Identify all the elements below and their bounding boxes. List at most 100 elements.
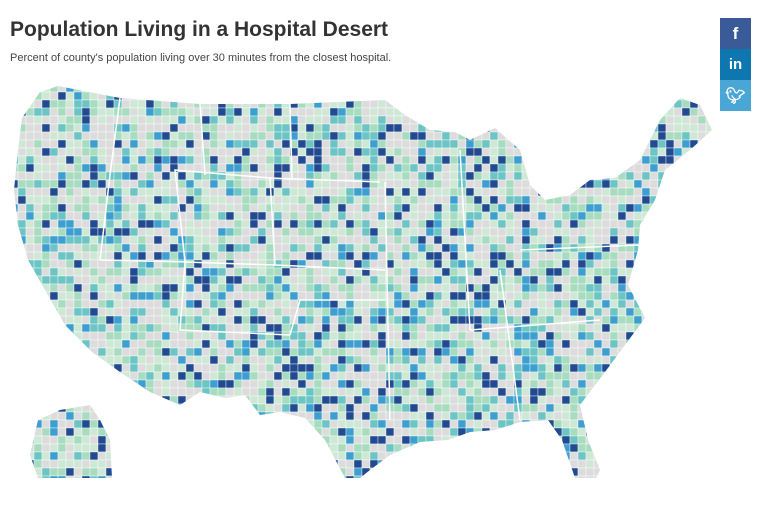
- county-cell: [513, 427, 523, 437]
- county-cell: [97, 171, 107, 181]
- county-cell: [665, 323, 675, 333]
- county-cell: [129, 179, 139, 189]
- county-cell: [241, 179, 251, 189]
- county-cell: [657, 147, 667, 157]
- county-cell: [137, 107, 147, 117]
- county-cell: [177, 443, 187, 453]
- county-cell: [105, 211, 115, 221]
- county-cell: [81, 315, 91, 325]
- county-cell: [361, 355, 371, 365]
- county-cell: [161, 475, 171, 478]
- county-cell: [649, 275, 659, 285]
- county-cell: [417, 267, 427, 277]
- county-cell: [377, 387, 387, 397]
- county-cell: [609, 467, 619, 477]
- county-cell: [225, 283, 235, 293]
- county-cell: [273, 467, 283, 477]
- county-cell: [225, 251, 235, 261]
- county-cell: [433, 259, 443, 269]
- county-cell: [649, 323, 659, 333]
- county-cell: [41, 235, 51, 245]
- county-cell: [657, 251, 667, 261]
- county-cell: [209, 99, 219, 109]
- county-cell: [457, 115, 467, 125]
- county-cell: [305, 403, 315, 413]
- county-cell: [193, 91, 203, 101]
- county-cell: [113, 86, 123, 93]
- county-cell: [257, 291, 267, 301]
- county-cell: [393, 187, 403, 197]
- county-cell: [641, 323, 651, 333]
- county-cell: [41, 299, 51, 309]
- county-cell: [25, 355, 35, 365]
- county-cell: [465, 179, 475, 189]
- county-cell: [665, 147, 675, 157]
- county-cell: [561, 163, 571, 173]
- county-cell: [481, 235, 491, 245]
- county-cell: [625, 355, 635, 365]
- county-cell: [633, 227, 643, 237]
- county-cell: [105, 139, 115, 149]
- county-cell: [329, 115, 339, 125]
- county-cell: [281, 459, 291, 469]
- county-cell: [369, 91, 379, 101]
- county-cell: [449, 467, 459, 477]
- county-cell: [97, 355, 107, 365]
- county-cell: [714, 164, 722, 172]
- county-cell: [473, 267, 483, 277]
- county-cell: [609, 451, 619, 461]
- county-cell: [305, 475, 315, 478]
- county-cell: [553, 219, 563, 229]
- county-cell: [714, 380, 722, 388]
- county-cell: [577, 291, 587, 301]
- county-cell: [217, 331, 227, 341]
- county-cell: [714, 236, 722, 244]
- county-cell: [649, 451, 659, 461]
- county-cell: [609, 427, 619, 437]
- county-cell: [281, 139, 291, 149]
- county-cell: [673, 363, 683, 373]
- county-cell: [289, 243, 299, 253]
- county-cell: [633, 339, 643, 349]
- county-cell: [14, 459, 19, 469]
- twitter-share-button[interactable]: 🐦︎: [720, 80, 751, 111]
- county-cell: [65, 179, 75, 189]
- county-cell: [217, 235, 227, 245]
- county-cell: [281, 323, 291, 333]
- county-cell: [14, 139, 19, 149]
- county-cell: [241, 355, 251, 365]
- county-cell: [625, 99, 635, 109]
- county-cell: [105, 331, 115, 341]
- county-cell: [113, 403, 123, 413]
- county-cell: [337, 387, 347, 397]
- county-cell: [497, 139, 507, 149]
- county-cell: [401, 459, 411, 469]
- county-cell: [673, 299, 683, 309]
- county-cell: [625, 187, 635, 197]
- county-cell: [225, 347, 235, 357]
- county-cell: [185, 147, 195, 157]
- county-cell: [329, 235, 339, 245]
- county-cell: [617, 155, 627, 165]
- facebook-share-button[interactable]: f: [720, 18, 751, 49]
- county-cell: [505, 227, 515, 237]
- county-cell: [329, 219, 339, 229]
- county-cell: [465, 363, 475, 373]
- county-cell: [281, 371, 291, 381]
- county-cell: [569, 467, 579, 477]
- county-cell: [409, 187, 419, 197]
- county-cell: [529, 363, 539, 373]
- county-cell: [521, 403, 531, 413]
- county-cell: [313, 131, 323, 141]
- county-cell: [521, 107, 531, 117]
- county-cell: [385, 347, 395, 357]
- county-cell: [41, 203, 51, 213]
- county-cell: [161, 395, 171, 405]
- county-cell: [409, 307, 419, 317]
- county-cell: [257, 363, 267, 373]
- linkedin-share-button[interactable]: in: [720, 49, 751, 80]
- county-cell: [57, 259, 67, 269]
- county-cell: [233, 379, 243, 389]
- county-cell: [33, 147, 43, 157]
- county-cell: [233, 107, 243, 117]
